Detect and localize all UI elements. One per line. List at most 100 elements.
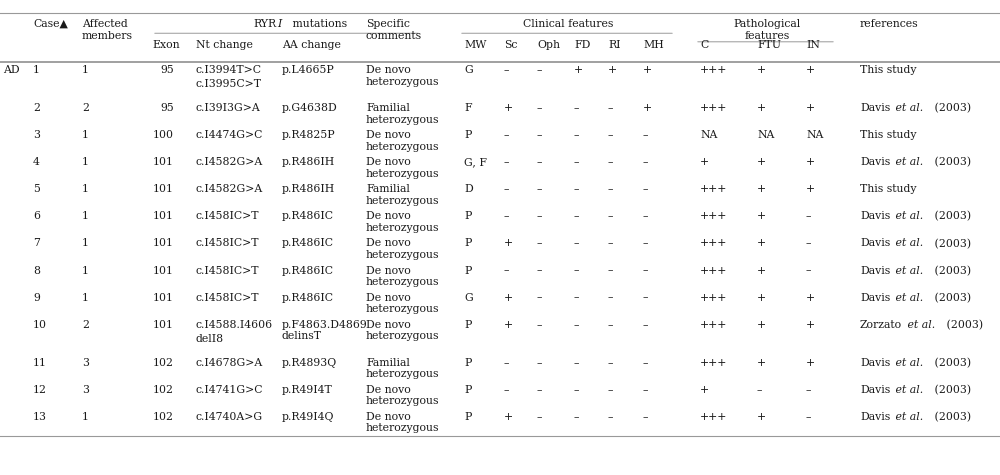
Text: et al.: et al. (892, 385, 923, 395)
Text: p.F4863.D4869
delinsT: p.F4863.D4869 delinsT (282, 320, 368, 341)
Text: 1: 1 (82, 293, 89, 303)
Text: Davis: Davis (860, 211, 890, 221)
Text: 10: 10 (33, 320, 47, 330)
Text: +: + (757, 358, 766, 368)
Text: 3: 3 (33, 130, 40, 140)
Text: –: – (537, 293, 542, 303)
Text: IN: IN (806, 40, 820, 50)
Text: FTU: FTU (757, 40, 781, 50)
Text: P: P (464, 130, 471, 140)
Text: +++: +++ (700, 211, 727, 221)
Text: +: + (757, 266, 766, 276)
Text: RI: RI (608, 40, 620, 50)
Text: p.R486IC: p.R486IC (282, 211, 334, 221)
Text: MH: MH (643, 40, 664, 50)
Text: +: + (757, 211, 766, 221)
Text: –: – (643, 157, 648, 167)
Text: p.L4665P: p.L4665P (282, 65, 335, 75)
Text: Davis: Davis (860, 358, 890, 368)
Text: +: + (806, 293, 815, 303)
Text: –: – (574, 385, 580, 395)
Text: –: – (574, 266, 580, 276)
Text: +: + (757, 412, 766, 422)
Text: c.I39I3G>A: c.I39I3G>A (196, 103, 261, 113)
Text: De novo
heterozygous: De novo heterozygous (366, 130, 440, 152)
Text: De novo
heterozygous: De novo heterozygous (366, 385, 440, 406)
Text: (2003): (2003) (931, 211, 971, 222)
Text: –: – (806, 385, 812, 395)
Text: –: – (806, 211, 812, 221)
Text: +: + (757, 184, 766, 194)
Text: Davis: Davis (860, 157, 890, 167)
Text: –: – (643, 293, 648, 303)
Text: 101: 101 (153, 157, 174, 167)
Text: –: – (504, 184, 510, 194)
Text: +++: +++ (700, 266, 727, 276)
Text: +: + (504, 293, 513, 303)
Text: p.R49I4T: p.R49I4T (282, 385, 333, 395)
Text: –: – (574, 412, 580, 422)
Text: –: – (537, 385, 542, 395)
Text: De novo
heterozygous: De novo heterozygous (366, 293, 440, 314)
Text: 1: 1 (82, 238, 89, 248)
Text: P: P (464, 238, 471, 248)
Text: 101: 101 (153, 320, 174, 330)
Text: –: – (643, 358, 648, 368)
Text: –: – (574, 211, 580, 221)
Text: (2003): (2003) (931, 412, 971, 422)
Text: –: – (608, 130, 614, 140)
Text: Zorzato: Zorzato (860, 320, 902, 330)
Text: Nt change: Nt change (196, 40, 253, 50)
Text: delI8: delI8 (196, 334, 224, 344)
Text: G, F: G, F (464, 157, 487, 167)
Text: –: – (574, 157, 580, 167)
Text: 102: 102 (153, 385, 174, 395)
Text: De novo
heterozygous: De novo heterozygous (366, 211, 440, 233)
Text: –: – (643, 412, 648, 422)
Text: –: – (643, 211, 648, 221)
Text: –: – (608, 157, 614, 167)
Text: c.I4678G>A: c.I4678G>A (196, 358, 263, 368)
Text: –: – (537, 320, 542, 330)
Text: 2: 2 (82, 103, 89, 113)
Text: +: + (806, 65, 815, 75)
Text: c.I4582G>A: c.I4582G>A (196, 157, 263, 167)
Text: De novo
heterozygous: De novo heterozygous (366, 157, 440, 179)
Text: D: D (464, 184, 473, 194)
Text: 11: 11 (33, 358, 47, 368)
Text: –: – (574, 293, 580, 303)
Text: 12: 12 (33, 385, 47, 395)
Text: Specific
comments: Specific comments (366, 19, 422, 40)
Text: –: – (608, 266, 614, 276)
Text: 101: 101 (153, 211, 174, 221)
Text: mutations: mutations (289, 19, 347, 29)
Text: (2003): (2003) (931, 103, 971, 114)
Text: Davis: Davis (860, 238, 890, 248)
Text: –: – (537, 184, 542, 194)
Text: De novo
heterozygous: De novo heterozygous (366, 412, 440, 433)
Text: (2003): (2003) (931, 157, 971, 168)
Text: –: – (643, 184, 648, 194)
Text: –: – (643, 320, 648, 330)
Text: AD: AD (3, 65, 20, 75)
Text: This study: This study (860, 184, 916, 194)
Text: +: + (806, 320, 815, 330)
Text: –: – (537, 412, 542, 422)
Text: –: – (537, 211, 542, 221)
Text: –: – (537, 358, 542, 368)
Text: RYR: RYR (253, 19, 276, 29)
Text: NA: NA (700, 130, 717, 140)
Text: c.I458IC>T: c.I458IC>T (196, 266, 260, 276)
Text: AA change: AA change (282, 40, 341, 50)
Text: Davis: Davis (860, 385, 890, 395)
Text: –: – (504, 211, 510, 221)
Text: +: + (757, 65, 766, 75)
Text: p.R486IH: p.R486IH (282, 184, 335, 194)
Text: +: + (504, 320, 513, 330)
Text: Affected
members: Affected members (82, 19, 133, 40)
Text: et al.: et al. (904, 320, 935, 330)
Text: –: – (757, 385, 763, 395)
Text: MW: MW (464, 40, 486, 50)
Text: FD: FD (574, 40, 590, 50)
Text: +++: +++ (700, 412, 727, 422)
